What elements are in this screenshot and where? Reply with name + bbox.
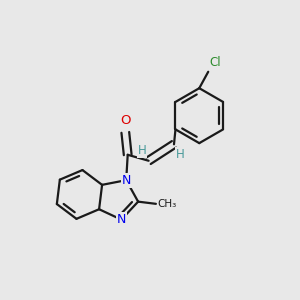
Text: N: N (117, 213, 126, 226)
Text: O: O (120, 114, 130, 127)
Text: N: N (122, 174, 131, 187)
Text: H: H (176, 148, 185, 161)
Text: H: H (138, 144, 146, 157)
Text: CH₃: CH₃ (158, 199, 177, 209)
Text: Cl: Cl (210, 56, 221, 69)
